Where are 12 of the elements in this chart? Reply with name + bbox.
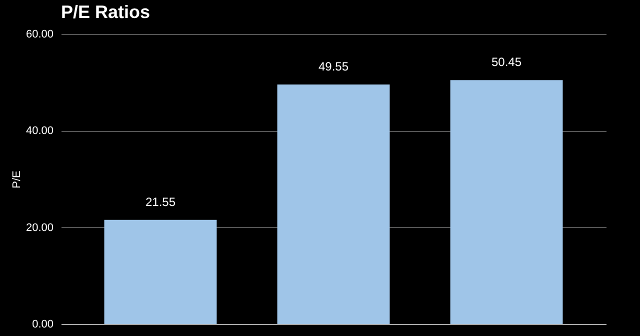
chart-title: P/E Ratios bbox=[61, 2, 150, 22]
bar bbox=[104, 220, 217, 324]
y-axis-title: P/E bbox=[10, 170, 23, 188]
data-label: 21.55 bbox=[145, 194, 176, 209]
y-tick-label: 0.00 bbox=[32, 318, 54, 330]
y-tick-label: 60.00 bbox=[26, 28, 54, 40]
y-tick-label: 40.00 bbox=[26, 125, 54, 138]
y-tick-label: 20.00 bbox=[26, 222, 54, 234]
bar bbox=[277, 84, 390, 324]
bar bbox=[450, 80, 563, 324]
data-label: 50.45 bbox=[492, 55, 522, 70]
data-label: 49.55 bbox=[318, 60, 349, 74]
